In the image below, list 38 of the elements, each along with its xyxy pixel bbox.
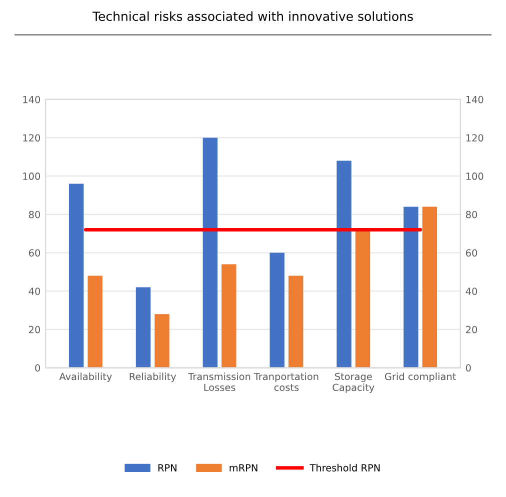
bar <box>154 314 170 368</box>
legend-label: mRPN <box>230 464 258 472</box>
y2-tick-label: 40 <box>466 288 478 295</box>
bar <box>270 252 284 368</box>
y-tick-label: 100 <box>23 172 40 180</box>
legend-label: RPN <box>158 464 176 472</box>
y2-tick-label: 120 <box>466 134 484 142</box>
y-tick-label: 40 <box>28 288 40 295</box>
bar <box>288 276 304 368</box>
bar <box>136 287 151 368</box>
bar <box>202 138 218 368</box>
bar <box>336 160 352 368</box>
y2-tick-label: 0 <box>466 364 471 372</box>
y2-tick-label: 140 <box>466 96 484 104</box>
x-tick-label: Grid compliant <box>384 372 456 382</box>
y-tick-label: 140 <box>23 96 40 104</box>
bar <box>355 230 370 368</box>
x-tick-label: Storage Capacity <box>332 372 374 393</box>
y2-tick-label: 80 <box>466 210 478 218</box>
bar <box>68 184 84 368</box>
y2-tick-label: 60 <box>466 249 478 257</box>
chart-title: Technical risks associated with innovative solutions <box>92 11 413 22</box>
legend-label: Threshold RPN <box>310 464 380 472</box>
y2-tick-label: 100 <box>466 172 484 180</box>
x-tick-label: Availability <box>59 372 112 382</box>
x-tick-label: Tranportation costs <box>254 372 318 392</box>
y2-tick-label: 20 <box>466 326 478 334</box>
bar <box>422 206 438 368</box>
bar <box>222 264 236 368</box>
bar <box>404 206 418 368</box>
y-tick-label: 80 <box>28 210 40 218</box>
y-tick-label: 120 <box>23 134 40 142</box>
y-tick-label: 0 <box>35 364 40 372</box>
y-tick-label: 20 <box>29 326 40 334</box>
y-tick-label: 60 <box>28 249 40 257</box>
bar <box>88 276 102 368</box>
x-tick-label: Transmission Losses <box>188 372 250 392</box>
x-tick-label: Reliability <box>130 372 176 382</box>
